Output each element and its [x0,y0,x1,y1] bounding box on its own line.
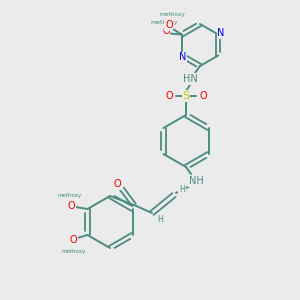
Text: H: H [157,214,163,224]
Text: O: O [199,91,207,101]
Text: methoxy: methoxy [160,12,186,17]
Text: N: N [179,52,187,62]
Text: O: O [113,179,121,189]
Text: NH: NH [189,176,203,186]
Text: O: O [162,26,169,37]
Text: N: N [218,28,225,38]
Text: H: H [179,185,185,194]
Text: methoxy: methoxy [61,250,85,254]
Text: O: O [165,20,172,31]
Text: O: O [70,235,77,245]
Text: O: O [68,201,75,211]
Text: S: S [182,91,190,101]
Text: HN: HN [183,74,197,84]
Text: methoxy: methoxy [57,193,82,197]
Text: O: O [165,91,173,101]
Text: methoxy: methoxy [150,20,178,25]
